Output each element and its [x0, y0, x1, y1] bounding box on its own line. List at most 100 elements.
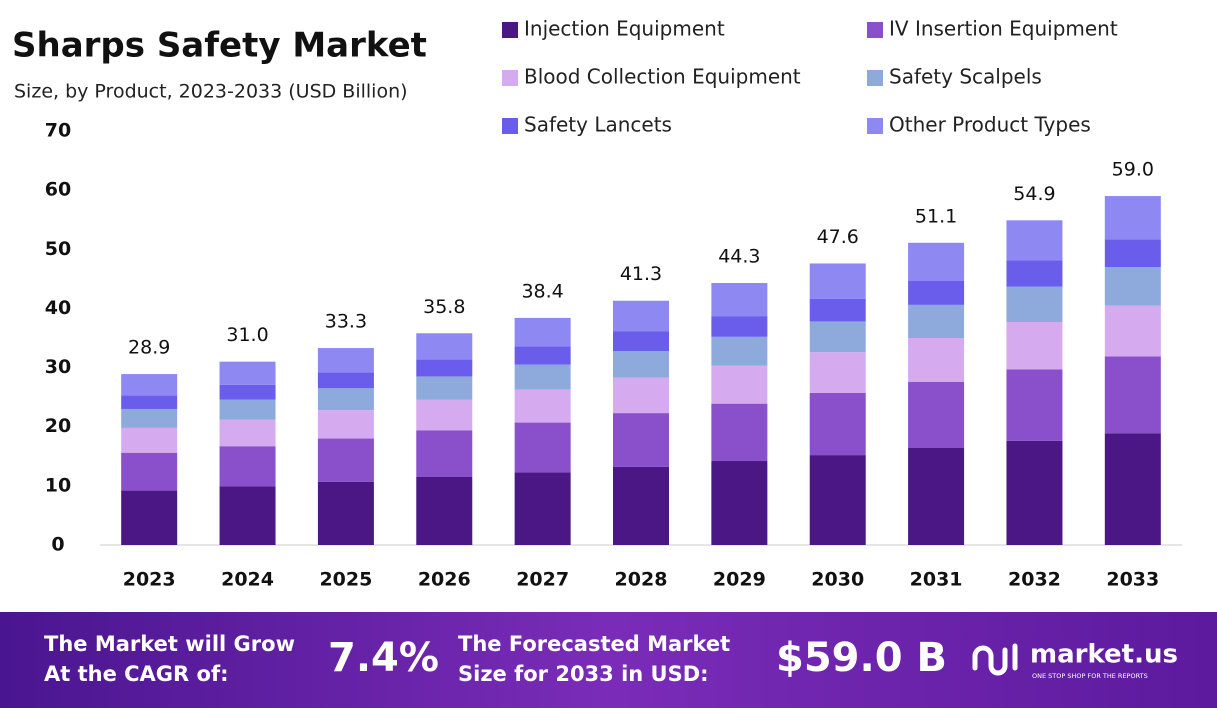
bar-segment: [1006, 322, 1063, 370]
bar-segment: [1104, 305, 1161, 357]
bar-segment: [219, 486, 276, 545]
bar-segment: [514, 389, 571, 423]
total-label: 33.3: [325, 311, 367, 333]
x-tick-label: 2024: [221, 569, 274, 591]
legend-label: IV Insertion Equipment: [889, 17, 1118, 41]
bar-segment: [908, 448, 965, 545]
bar-segment: [1104, 239, 1161, 268]
bar-segment: [121, 395, 178, 409]
bar-segment: [613, 300, 669, 332]
x-tick-label: 2030: [811, 569, 864, 591]
brand: market.us: [1030, 640, 1178, 670]
bar-segment: [908, 381, 965, 449]
total-label: 44.3: [718, 245, 760, 267]
legend-label: Injection Equipment: [524, 17, 725, 41]
bar-segment: [1006, 286, 1063, 323]
bar-segment: [908, 304, 965, 338]
bar-segment: [1104, 433, 1161, 545]
bar-segment: [809, 393, 866, 456]
x-tick-label: 2032: [1008, 569, 1061, 591]
x-tick-label: 2026: [418, 569, 471, 591]
bar-segment: [711, 336, 768, 366]
cagr-value: 7.4%: [328, 635, 439, 681]
bar-segment: [317, 388, 374, 411]
bar-segment: [317, 438, 374, 482]
x-tick-label: 2028: [615, 569, 668, 591]
bar-segment: [121, 452, 178, 491]
legend-swatch: [502, 70, 518, 86]
bar-segment: [219, 446, 276, 487]
bar-segment: [613, 413, 669, 467]
bar-segment: [121, 427, 178, 453]
legend-label: Other Product Types: [889, 113, 1091, 137]
y-tick-label: 20: [45, 415, 71, 437]
x-tick-label: 2029: [713, 569, 766, 591]
x-tick-label: 2025: [319, 569, 372, 591]
bar-segment: [317, 372, 374, 389]
total-label: 54.9: [1013, 183, 1055, 205]
bar-segment: [416, 430, 473, 477]
tagline: ONE STOP SHOP FOR THE REPORTS: [1032, 672, 1148, 680]
legend-label: Safety Lancets: [524, 113, 672, 137]
legend-label: Blood Collection Equipment: [524, 65, 801, 89]
bar-segment: [1006, 369, 1063, 441]
bar-segment: [1104, 196, 1161, 240]
bar-segment: [613, 466, 669, 545]
bar-segment: [317, 481, 374, 545]
x-tick-label: 2031: [910, 569, 963, 591]
bar-segment: [416, 376, 473, 400]
bar-segment: [1006, 260, 1063, 287]
legend-swatch: [502, 118, 518, 134]
bar-segment: [908, 338, 965, 382]
bar-segment: [711, 403, 768, 462]
total-label: 59.0: [1112, 159, 1154, 181]
bar-segment: [121, 374, 178, 396]
x-tick-label: 2023: [123, 569, 176, 591]
legend-swatch: [867, 70, 883, 86]
bar-segment: [514, 346, 571, 365]
x-tick-label: 2033: [1106, 569, 1159, 591]
legend-swatch: [867, 118, 883, 134]
bar-segment: [809, 263, 866, 299]
bar-segment: [416, 359, 473, 377]
bar-segment: [416, 333, 473, 360]
y-tick-label: 70: [45, 120, 71, 142]
x-tick-label: 2027: [516, 569, 569, 591]
bar-segment: [809, 298, 866, 322]
chart-title: Sharps Safety Market: [12, 26, 427, 66]
total-label: 31.0: [226, 324, 268, 346]
legend-swatch: [502, 22, 518, 38]
forecast-text: Size for 2033 in USD:: [458, 662, 709, 686]
total-label: 35.8: [423, 296, 465, 318]
y-tick-label: 40: [45, 297, 71, 319]
bar-segment: [1104, 356, 1161, 434]
bar-segment: [711, 365, 768, 404]
bar-segment: [908, 242, 965, 281]
bar-segment: [613, 331, 669, 352]
bar-segment: [711, 461, 768, 545]
bar-segment: [514, 317, 571, 347]
bar-segment: [1006, 220, 1063, 261]
bar-segment: [121, 408, 178, 428]
y-tick-label: 10: [45, 474, 71, 496]
legend-swatch: [867, 22, 883, 38]
y-tick-label: 50: [45, 238, 71, 260]
bar-segment: [514, 364, 571, 390]
bar-segment: [711, 282, 768, 317]
y-tick-label: 30: [45, 356, 71, 378]
brand-logo: [972, 643, 1018, 676]
forecast-value: $59.0 B: [776, 635, 947, 681]
forecast-text: The Forecasted Market: [458, 632, 730, 656]
bar-segment: [219, 419, 276, 447]
total-label: 51.1: [915, 205, 957, 227]
bar-segment: [809, 352, 866, 394]
total-label: 28.9: [128, 337, 170, 359]
bar-segment: [711, 316, 768, 337]
cagr-text: At the CAGR of:: [44, 662, 229, 686]
total-label: 41.3: [620, 263, 662, 285]
bar-segment: [1104, 267, 1161, 306]
bar-segment: [809, 455, 866, 545]
bar-segment: [613, 377, 669, 414]
legend-label: Safety Scalpels: [889, 65, 1042, 89]
